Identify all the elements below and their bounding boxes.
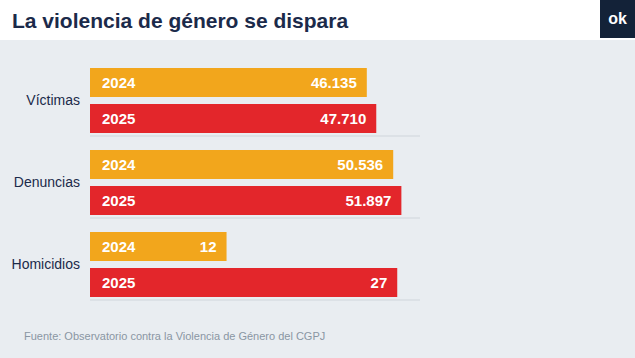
svg-text:46.135: 46.135 <box>311 74 357 91</box>
svg-text:2025: 2025 <box>102 192 135 209</box>
svg-text:2024: 2024 <box>102 156 136 173</box>
svg-text:2024: 2024 <box>102 238 136 255</box>
svg-text:47.710: 47.710 <box>320 110 366 127</box>
svg-text:50.536: 50.536 <box>337 156 383 173</box>
html-text:Fuente: Observatorio contra la: Fuente: Observatorio contra la Violencia… <box>24 330 326 342</box>
html-text:La violencia de género se disp: La violencia de género se dispara <box>12 9 349 32</box>
html-text:ok: ok <box>608 10 627 27</box>
html-text:Víctimas: Víctimas <box>26 92 80 108</box>
svg-text:27: 27 <box>371 274 388 291</box>
html-text:Denuncias: Denuncias <box>13 174 80 190</box>
svg-text:12: 12 <box>200 238 217 255</box>
svg-text:51.897: 51.897 <box>345 192 391 209</box>
svg-text:2025: 2025 <box>102 110 135 127</box>
svg-text:2025: 2025 <box>102 274 135 291</box>
html-text:Homicidios: Homicidios <box>11 256 80 272</box>
svg-text:2024: 2024 <box>102 74 136 91</box>
